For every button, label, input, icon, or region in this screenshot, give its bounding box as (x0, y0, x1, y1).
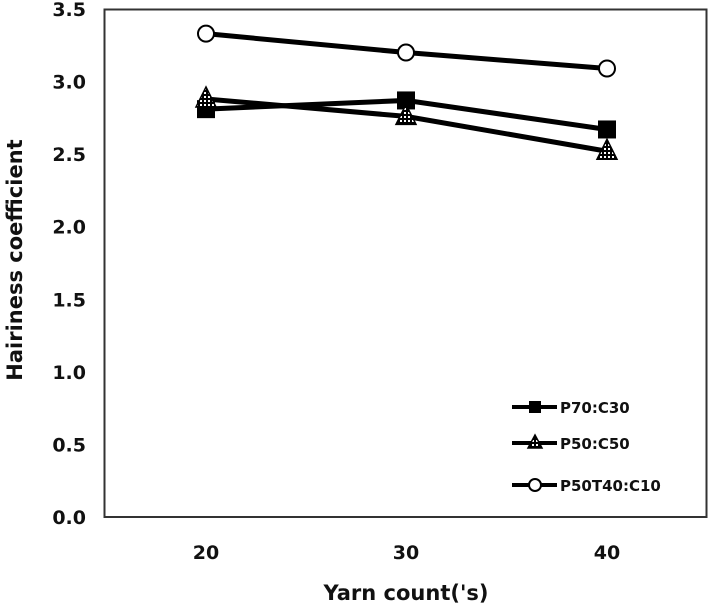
legend-label: P70:C30 (560, 399, 630, 417)
legend: P70:C30 P50:C50 P50T40:C10 (512, 399, 661, 495)
x-tick-label: 30 (393, 542, 419, 564)
legend-marker (526, 433, 544, 449)
x-tick-label: 40 (594, 542, 620, 564)
y-tick-label: 0.0 (52, 507, 86, 529)
circle-marker (197, 24, 215, 43)
y-axis-title: Hairiness coefficient (3, 139, 27, 380)
y-tick-label: 1.5 (52, 289, 86, 311)
series-p50t40-c10 (197, 24, 616, 78)
y-tick-label: 0.5 (52, 434, 86, 456)
triangle-marker (194, 85, 218, 108)
y-tick-label: 3.5 (52, 0, 86, 21)
series-p50-c50 (194, 85, 619, 160)
y-tick-label: 1.0 (52, 362, 86, 384)
circle-marker (598, 59, 616, 78)
legend-item: P70:C30 (512, 399, 630, 417)
legend-item: P50:C50 (512, 433, 630, 453)
circle-marker (397, 43, 415, 62)
y-axis-ticks: 0.0 0.5 1.0 1.5 2.0 2.5 3.0 3.5 (52, 0, 86, 529)
series-group (194, 24, 619, 160)
legend-label: P50:C50 (560, 435, 630, 453)
legend-marker (529, 401, 541, 413)
x-axis-ticks: 20 30 40 (193, 542, 620, 564)
x-tick-label: 20 (193, 542, 219, 564)
triangle-marker (595, 137, 619, 160)
x-axis-title: Yarn count('s) (322, 581, 488, 605)
legend-marker (528, 478, 542, 492)
triangle-marker (394, 102, 418, 126)
square-marker (397, 91, 415, 110)
legend-item: P50T40:C10 (512, 477, 661, 495)
square-marker (598, 120, 616, 139)
legend-label: P50T40:C10 (560, 477, 661, 495)
y-tick-label: 3.0 (52, 72, 86, 94)
y-tick-label: 2.5 (52, 144, 86, 166)
y-tick-label: 2.0 (52, 217, 86, 239)
